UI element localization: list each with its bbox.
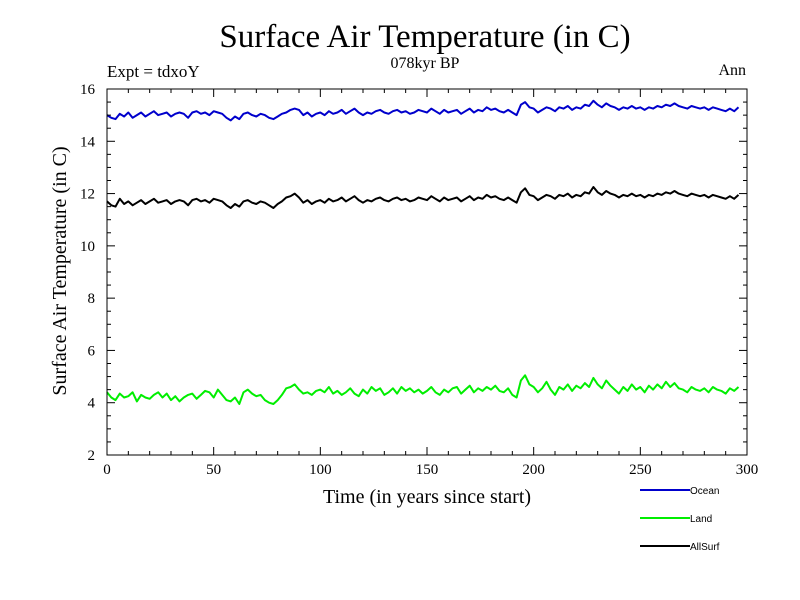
series-layer xyxy=(106,99,740,405)
y-tick-label: 12 xyxy=(80,187,95,203)
x-axis-label: Time (in years since start) xyxy=(323,486,531,508)
chart-subtitle: 078kyr BP xyxy=(391,55,460,72)
legend-label-ocean: Ocean xyxy=(690,486,719,497)
x-tick-label: 250 xyxy=(629,462,652,478)
legend-label-allsurf: AllSurf xyxy=(690,542,720,553)
y-tick-label: 6 xyxy=(88,343,96,359)
x-tick-label: 0 xyxy=(103,462,111,478)
y-tick-label: 16 xyxy=(80,82,96,98)
series-line-ocean xyxy=(106,99,740,122)
series-line-land xyxy=(106,374,740,405)
x-tick-label: 100 xyxy=(309,462,332,478)
season-label: Ann xyxy=(718,62,746,79)
x-tick-label: 150 xyxy=(416,462,439,478)
y-tick-label: 14 xyxy=(80,134,96,150)
x-tick-label: 300 xyxy=(736,462,759,478)
y-axis-label: Surface Air Temperature (in C) xyxy=(49,146,71,395)
y-tick-label: 10 xyxy=(80,239,95,255)
series-line-allsurf xyxy=(106,186,740,209)
legend-label-land: Land xyxy=(690,514,712,525)
x-tick-label: 200 xyxy=(522,462,545,478)
legend: Ocean Land AllSurf xyxy=(640,486,720,553)
y-tick-label: 4 xyxy=(88,396,96,412)
y-tick-label: 8 xyxy=(88,291,96,307)
axes: 0 50 100 150 200 250 300 2 4 6 8 10 12 14 16 xyxy=(80,82,758,478)
plot-frame xyxy=(106,88,748,456)
y-tick-label: 2 xyxy=(88,448,96,464)
x-tick-label: 50 xyxy=(206,462,221,478)
experiment-label: Expt = tdxoY xyxy=(107,62,200,81)
chart-title: Surface Air Temperature (in C) xyxy=(219,19,630,55)
